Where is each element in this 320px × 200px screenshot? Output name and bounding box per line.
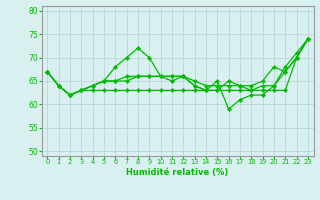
X-axis label: Humidité relative (%): Humidité relative (%) — [126, 168, 229, 177]
